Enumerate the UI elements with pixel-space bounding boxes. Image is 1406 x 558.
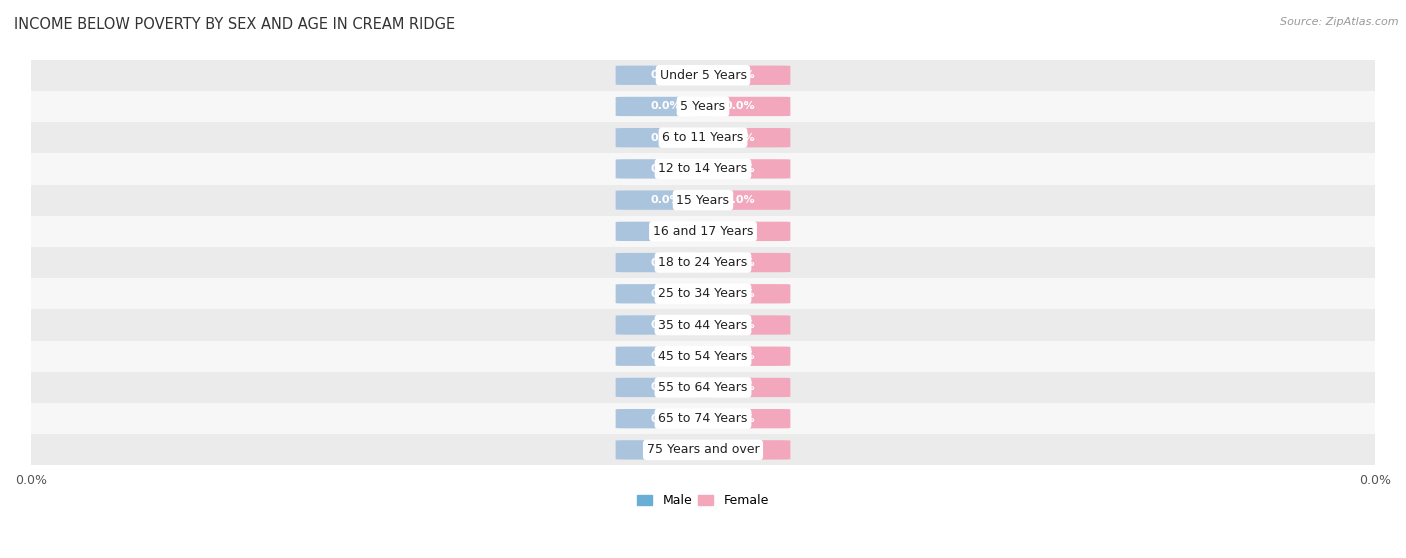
Text: 0.0%: 0.0% [651,382,682,392]
Text: INCOME BELOW POVERTY BY SEX AND AGE IN CREAM RIDGE: INCOME BELOW POVERTY BY SEX AND AGE IN C… [14,17,456,32]
Bar [31,185,1375,216]
Bar [31,122,1375,153]
Text: 0.0%: 0.0% [724,382,755,392]
Text: 35 to 44 Years: 35 to 44 Years [658,319,748,331]
Text: 0.0%: 0.0% [651,70,682,80]
FancyBboxPatch shape [689,190,790,210]
FancyBboxPatch shape [616,190,717,210]
Text: 0.0%: 0.0% [724,70,755,80]
FancyBboxPatch shape [616,284,717,304]
FancyBboxPatch shape [689,66,790,85]
Bar [31,403,1375,434]
Bar [31,434,1375,465]
Bar [31,91,1375,122]
Bar [31,372,1375,403]
FancyBboxPatch shape [616,222,717,241]
FancyBboxPatch shape [616,440,717,460]
Bar [31,216,1375,247]
Bar [31,309,1375,340]
Text: 0.0%: 0.0% [724,195,755,205]
Text: 0.0%: 0.0% [651,133,682,143]
Text: 0.0%: 0.0% [724,413,755,424]
FancyBboxPatch shape [689,284,790,304]
Text: 5 Years: 5 Years [681,100,725,113]
Text: 0.0%: 0.0% [724,289,755,299]
Text: 0.0%: 0.0% [651,195,682,205]
Text: 0.0%: 0.0% [651,320,682,330]
FancyBboxPatch shape [689,222,790,241]
FancyBboxPatch shape [689,440,790,460]
Text: 0.0%: 0.0% [651,413,682,424]
Text: 0.0%: 0.0% [724,102,755,112]
FancyBboxPatch shape [616,66,717,85]
Text: 0.0%: 0.0% [651,289,682,299]
FancyBboxPatch shape [689,128,790,147]
Text: 0.0%: 0.0% [724,164,755,174]
Text: 16 and 17 Years: 16 and 17 Years [652,225,754,238]
Bar [31,340,1375,372]
FancyBboxPatch shape [616,97,717,116]
FancyBboxPatch shape [689,315,790,335]
FancyBboxPatch shape [689,97,790,116]
Bar [31,278,1375,309]
Text: 75 Years and over: 75 Years and over [647,444,759,456]
Text: 25 to 34 Years: 25 to 34 Years [658,287,748,300]
Text: 6 to 11 Years: 6 to 11 Years [662,131,744,144]
FancyBboxPatch shape [689,378,790,397]
Text: Source: ZipAtlas.com: Source: ZipAtlas.com [1281,17,1399,27]
Bar [31,60,1375,91]
Bar [31,153,1375,185]
FancyBboxPatch shape [689,409,790,429]
Text: 0.0%: 0.0% [724,351,755,361]
Text: 0.0%: 0.0% [724,133,755,143]
FancyBboxPatch shape [616,378,717,397]
FancyBboxPatch shape [616,315,717,335]
Text: 0.0%: 0.0% [724,320,755,330]
Text: 0.0%: 0.0% [651,445,682,455]
Text: 0.0%: 0.0% [651,258,682,268]
FancyBboxPatch shape [616,253,717,272]
Text: 18 to 24 Years: 18 to 24 Years [658,256,748,269]
Text: 0.0%: 0.0% [651,351,682,361]
Text: 0.0%: 0.0% [724,445,755,455]
Text: 55 to 64 Years: 55 to 64 Years [658,381,748,394]
Text: 0.0%: 0.0% [651,164,682,174]
FancyBboxPatch shape [616,409,717,429]
Text: 12 to 14 Years: 12 to 14 Years [658,162,748,175]
FancyBboxPatch shape [689,159,790,179]
FancyBboxPatch shape [689,347,790,366]
FancyBboxPatch shape [689,253,790,272]
Text: 65 to 74 Years: 65 to 74 Years [658,412,748,425]
Text: 45 to 54 Years: 45 to 54 Years [658,350,748,363]
Text: Under 5 Years: Under 5 Years [659,69,747,82]
Text: 0.0%: 0.0% [724,258,755,268]
Bar [31,247,1375,278]
Text: 0.0%: 0.0% [651,227,682,237]
Legend: Male, Female: Male, Female [633,489,773,512]
Text: 0.0%: 0.0% [724,227,755,237]
FancyBboxPatch shape [616,159,717,179]
Text: 15 Years: 15 Years [676,194,730,206]
FancyBboxPatch shape [616,128,717,147]
FancyBboxPatch shape [616,347,717,366]
Text: 0.0%: 0.0% [651,102,682,112]
